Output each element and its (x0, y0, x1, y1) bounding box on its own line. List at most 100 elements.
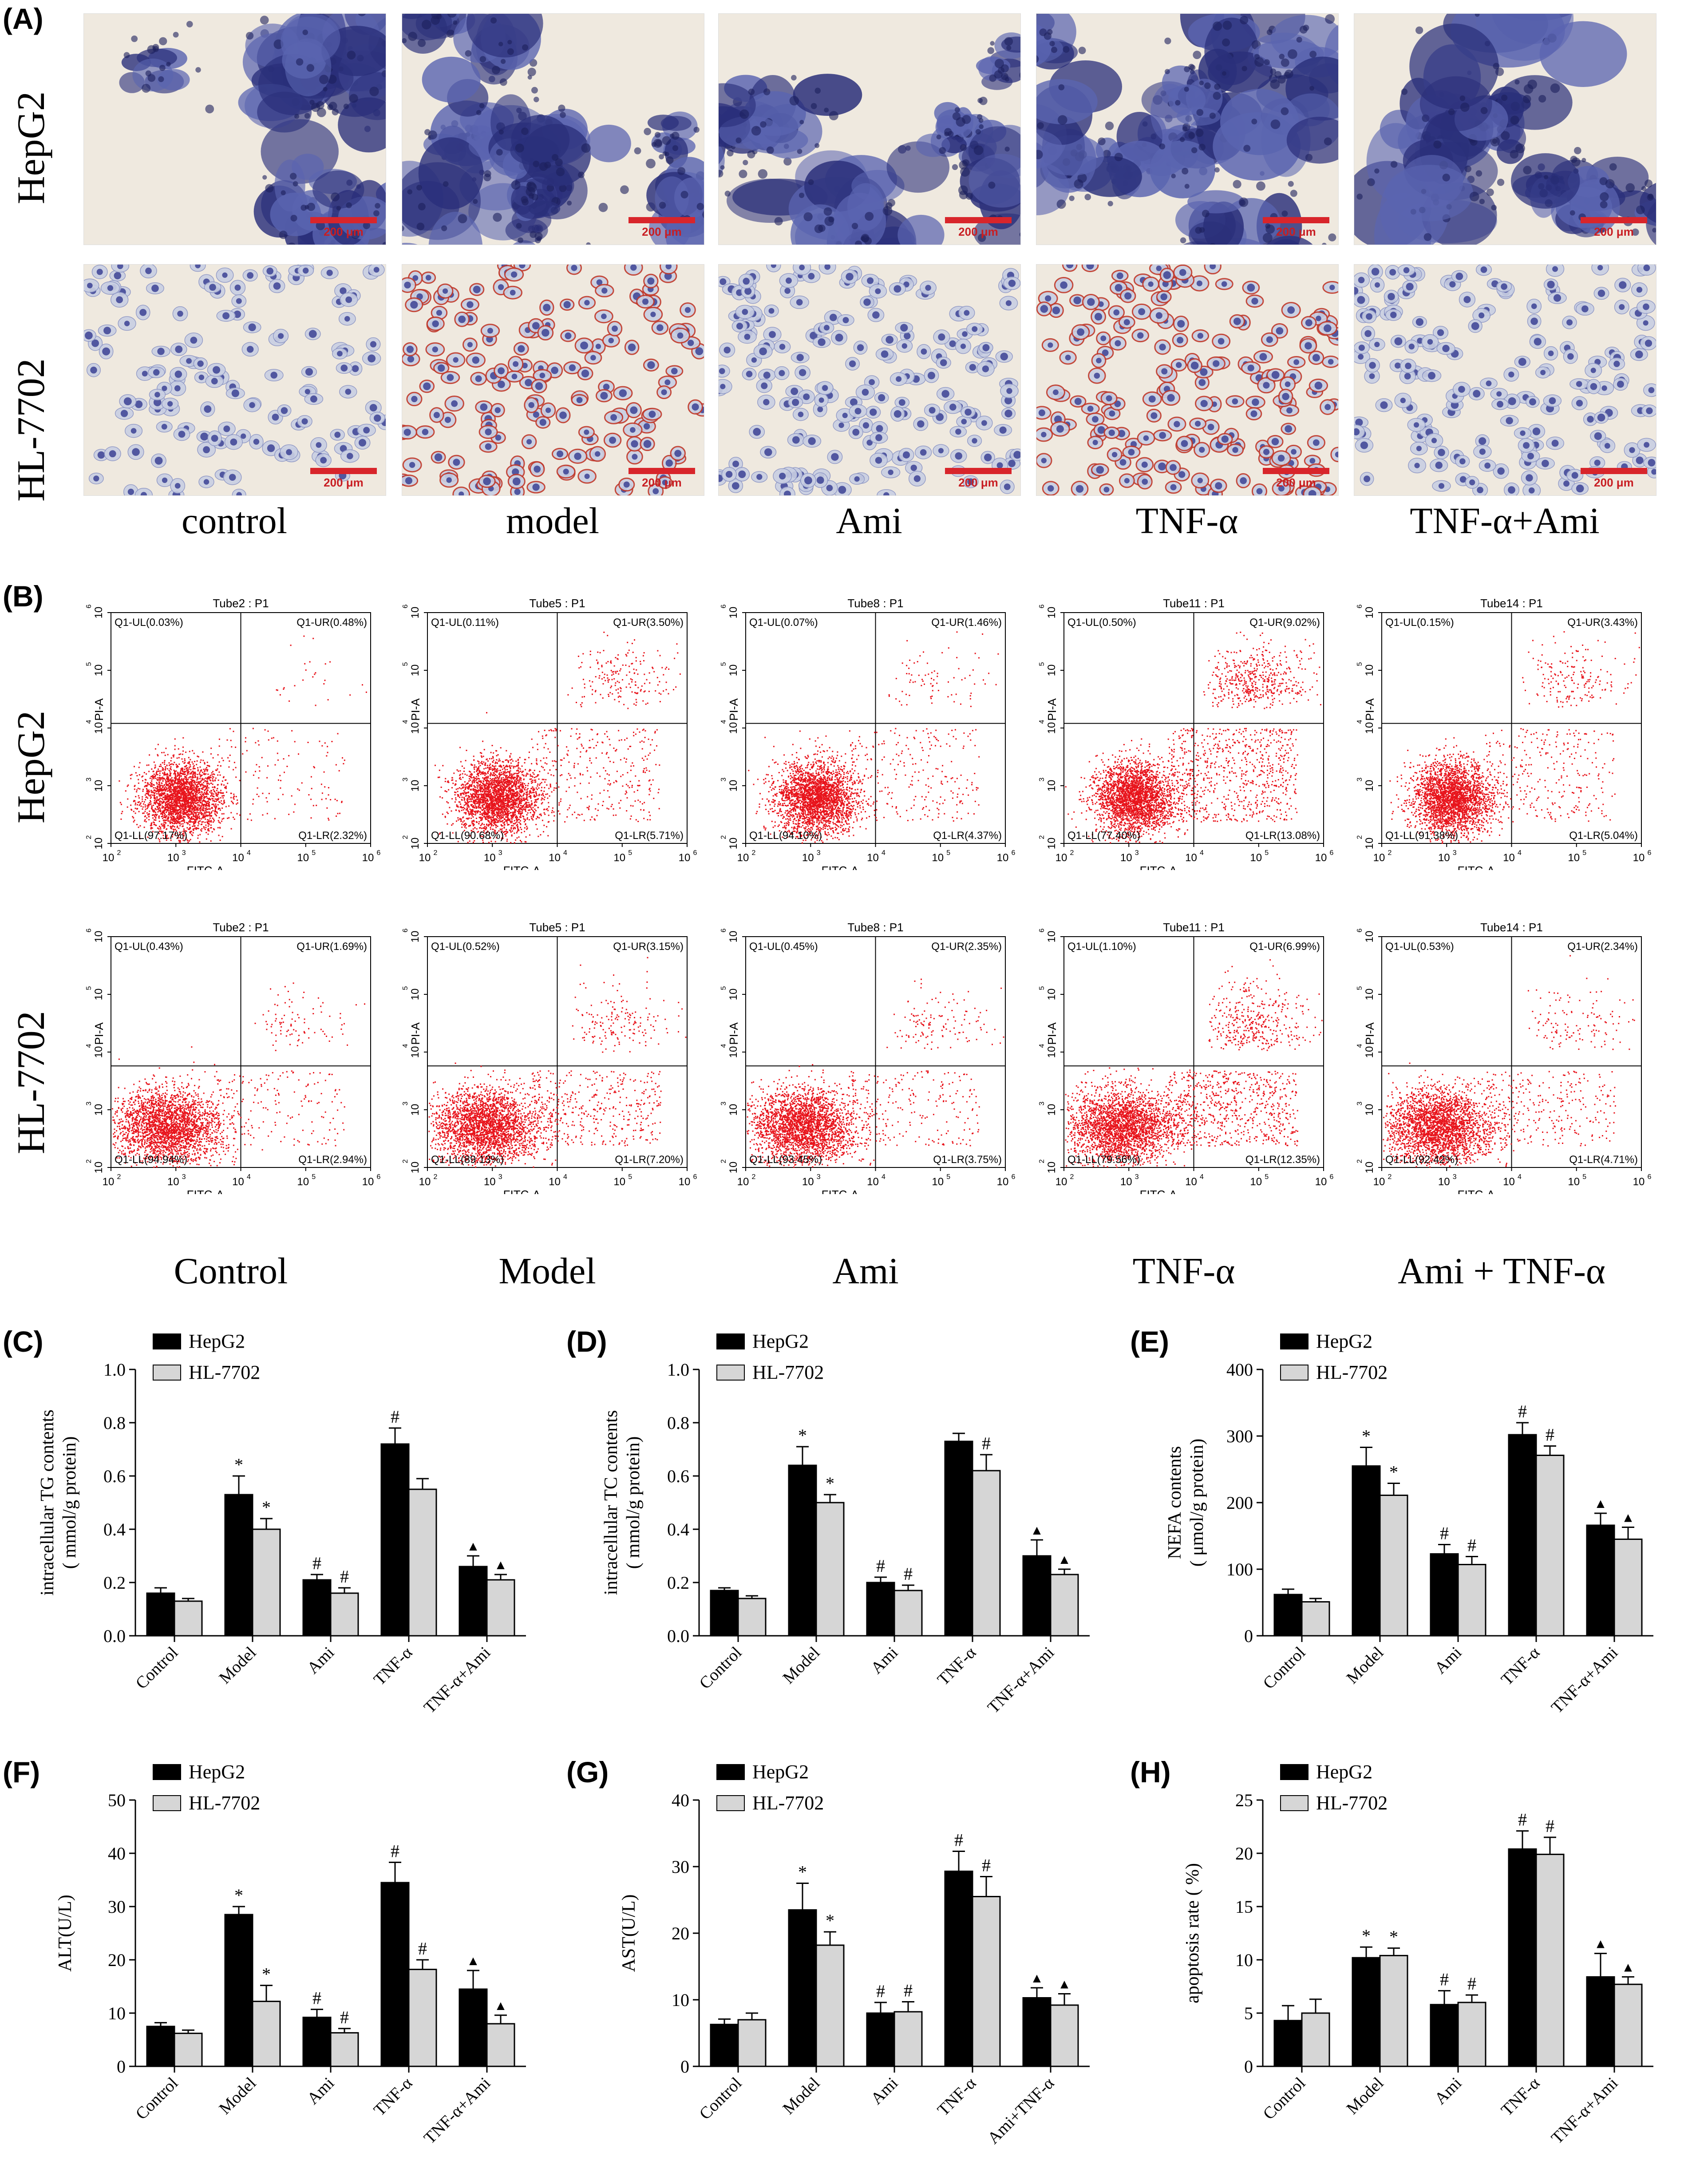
x-tick-exponent: 3 (1135, 1173, 1139, 1181)
significance-mark: # (312, 1988, 321, 2008)
bar (945, 1871, 973, 2067)
x-axis-label: FITC-A (822, 864, 859, 870)
x-axis-label: FITC-A (503, 864, 541, 870)
x-tick-exponent: 2 (117, 1173, 121, 1181)
y-tick-label: 400 (1226, 1360, 1253, 1380)
y-tick-exponent: 3 (1038, 1101, 1046, 1105)
bar (381, 1883, 409, 2066)
quadrant-ll-label: Q1-LL(93.45%) (749, 1154, 822, 1166)
scale-bar (1263, 468, 1329, 474)
significance-mark: # (312, 1553, 321, 1573)
significance-mark: * (1389, 1927, 1398, 1947)
y-tick-exponent: 2 (1356, 835, 1364, 839)
bar (1431, 1554, 1458, 1636)
y-tick-exponent: 3 (85, 1101, 93, 1105)
flow-events (119, 636, 367, 843)
y-tick-exponent: 6 (402, 604, 409, 608)
bar (459, 1567, 487, 1636)
bar (1587, 1525, 1614, 1636)
y-tick-exponent: 5 (402, 986, 409, 990)
flow-plot-title: Tube11 : P1 (1163, 921, 1225, 934)
y-tick-label: 0.2 (103, 1573, 126, 1593)
legend-label: HL-7702 (752, 1361, 824, 1383)
bar (816, 1945, 844, 2066)
x-tick-label: 10 (167, 1176, 179, 1188)
significance-mark: # (876, 1556, 885, 1576)
scale-bar-label: 200 μm (310, 476, 377, 490)
bar (174, 2034, 202, 2066)
y-axis-label: intracellular TC contents (601, 1410, 621, 1595)
x-tick-label: Control (132, 1643, 182, 1693)
y-tick-exponent: 6 (1356, 928, 1364, 932)
y-tick-exponent: 3 (720, 1101, 727, 1105)
x-axis-label: FITC-A (187, 864, 224, 870)
significance-mark: * (1362, 1426, 1371, 1446)
x-tick-label: 10 (613, 1176, 625, 1188)
significance-mark: ▲ (1030, 1971, 1044, 1986)
flow-plot-title: Tube11 : P1 (1163, 597, 1225, 610)
x-tick-label: TNF-α (1498, 1643, 1544, 1689)
bar (253, 1529, 280, 1636)
significance-mark: * (262, 1497, 271, 1517)
y-tick-label: 10 (1046, 1104, 1058, 1116)
panel-b-row-label-hl7702: HL-7702 (9, 1011, 54, 1154)
x-tick-label: 10 (1185, 1176, 1197, 1188)
flow-plot-title: Tube2 : P1 (213, 597, 269, 610)
scale-bar (629, 217, 695, 223)
x-tick-exponent: 4 (882, 849, 886, 857)
bar (331, 1593, 358, 1636)
y-tick-label: 10 (727, 1046, 739, 1058)
panel-a-row-label-hepg2: HepG2 (9, 91, 54, 204)
x-tick-label: 10 (297, 1176, 309, 1188)
x-tick-label: Ami (304, 1643, 338, 1678)
x-tick-label: Model (1343, 1643, 1388, 1688)
legend-swatch (717, 1365, 744, 1380)
y-tick-exponent: 6 (720, 604, 727, 608)
flow-plot-title: Tube14 : P1 (1480, 597, 1543, 610)
y-tick-label: 10 (93, 1046, 105, 1058)
x-tick-exponent: 6 (1330, 1173, 1334, 1181)
quadrant-lr-label: Q1-LR(2.32%) (298, 830, 367, 842)
y-tick-exponent: 5 (85, 662, 93, 666)
quadrant-lr-label: Q1-LR(5.71%) (615, 830, 684, 842)
y-tick-label: 10 (409, 780, 421, 792)
quadrant-lr-label: Q1-LR(4.71%) (1569, 1154, 1638, 1166)
y-tick-label: 10 (1046, 1162, 1058, 1174)
quadrant-ul-label: Q1-UL(0.03%) (115, 617, 183, 629)
x-tick-label: 10 (1315, 852, 1327, 864)
y-tick-label: 10 (727, 838, 739, 850)
bar (303, 1580, 331, 1636)
x-tick-exponent: 2 (1388, 1173, 1392, 1181)
x-tick-label: 10 (1250, 1176, 1262, 1188)
bar (1380, 1496, 1407, 1636)
y-tick-exponent: 6 (1356, 604, 1364, 608)
significance-mark: # (1467, 1974, 1476, 1994)
legend-swatch (1281, 1765, 1308, 1780)
x-tick-label: 10 (1250, 852, 1262, 864)
y-tick-label: 10 (409, 989, 421, 1001)
y-tick-label: 10 (1364, 1104, 1376, 1116)
bar (225, 1495, 253, 1636)
y-tick-exponent: 4 (402, 1044, 409, 1048)
y-tick-label: 40 (108, 1844, 126, 1864)
significance-mark: * (234, 1455, 243, 1475)
y-axis-label: PI-A (1363, 1022, 1376, 1045)
y-tick-exponent: 6 (85, 928, 93, 932)
x-tick-label: Control (696, 1643, 746, 1693)
x-tick-exponent: 3 (182, 849, 186, 857)
x-tick-label: Ami (867, 1643, 901, 1678)
x-tick-exponent: 6 (1012, 1173, 1016, 1181)
y-tick-label: 10 (727, 780, 739, 792)
bar (816, 1503, 844, 1636)
y-tick-label: 10 (1364, 1162, 1376, 1174)
y-tick-label: 20 (1235, 1844, 1253, 1864)
x-tick-label: 10 (419, 1176, 431, 1188)
bar (894, 2012, 922, 2066)
y-tick-label: 10 (409, 1046, 421, 1058)
quadrant-lr-label: Q1-LR(4.37%) (933, 830, 1002, 842)
legend-swatch (153, 1796, 181, 1811)
